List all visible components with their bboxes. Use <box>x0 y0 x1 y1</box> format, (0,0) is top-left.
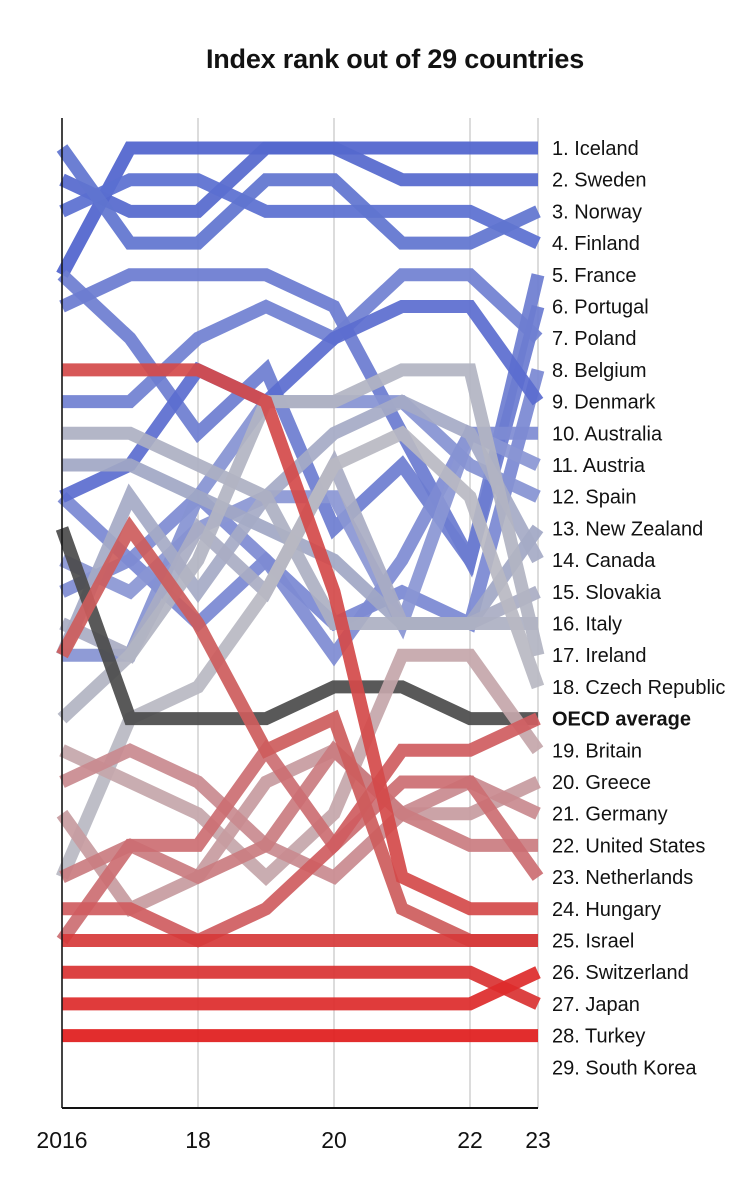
series-line-netherlands <box>56 739 544 945</box>
series-line-italy <box>62 426 538 630</box>
row-label: 28. Turkey <box>552 1026 645 1048</box>
series-line-norway <box>59 173 541 249</box>
row-label: 7. Poland <box>552 328 637 350</box>
row-label: 1. Iceland <box>552 138 639 160</box>
row-label: 10. Australia <box>552 423 663 445</box>
row-label: 13. New Zealand <box>552 518 703 540</box>
row-label: 19. Britain <box>552 740 642 762</box>
series-line-britain <box>59 648 544 886</box>
row-labels: 1. Iceland 2. Sweden 3. Norway 4. Finland 5.… <box>552 138 725 1079</box>
row-label: 2. Sweden <box>552 170 647 192</box>
row-label: 23. Netherlands <box>552 867 693 889</box>
row-label: 29. South Korea <box>552 1057 697 1079</box>
series-line-south-korea <box>62 966 541 1011</box>
series-line-switzerland <box>62 363 538 916</box>
row-label: 27. Japan <box>552 994 640 1016</box>
row-label: 6. Portugal <box>552 297 649 319</box>
row-label: 24. Hungary <box>552 899 661 921</box>
series-line-sweden <box>59 141 538 218</box>
row-label: 17. Ireland <box>552 645 647 667</box>
row-label: 9. Denmark <box>552 392 656 414</box>
x-tick-label: 18 <box>185 1127 211 1153</box>
series-line-oecd-average <box>55 526 538 726</box>
x-tick-label: 2016 <box>36 1127 87 1153</box>
x-axis: 2016 18 20 22 23 <box>36 118 551 1153</box>
row-label: 15. Slovakia <box>552 582 662 604</box>
row-label: 14. Canada <box>552 550 656 572</box>
row-label: 22. United States <box>552 835 705 857</box>
row-label: 11. Austria <box>552 455 646 477</box>
row-label: 25. Israel <box>552 931 634 953</box>
series-line-denmark <box>59 300 544 503</box>
row-label: OECD average <box>552 709 691 731</box>
row-label: 20. Greece <box>552 772 651 794</box>
chart-title: Index rank out of 29 countries <box>205 44 585 74</box>
series-line-hungary <box>62 712 541 948</box>
x-tick-label: 22 <box>457 1127 483 1153</box>
row-label: 18. Czech Republic <box>552 677 725 699</box>
row-label: 3. Norway <box>552 201 642 223</box>
row-label: 21. Germany <box>552 804 668 826</box>
row-label: 26. Switzerland <box>552 962 689 984</box>
row-label: 12. Spain <box>552 487 637 509</box>
row-label: 8. Belgium <box>552 360 647 382</box>
x-tick-label: 23 <box>525 1127 551 1153</box>
series-line-finland <box>56 144 541 250</box>
series-line-turkey <box>62 965 541 1010</box>
row-label: 4. Finland <box>552 233 640 255</box>
series-line-poland <box>57 270 545 576</box>
series-line-greece <box>56 742 541 917</box>
series-line-canada <box>56 394 544 658</box>
series-line-portugal <box>62 268 543 409</box>
row-label: 16. Italy <box>552 614 622 636</box>
series-lines <box>55 141 545 1043</box>
row-label: 5. France <box>552 265 636 287</box>
series-line-ireland <box>57 363 545 724</box>
x-tick-label: 20 <box>321 1127 347 1153</box>
